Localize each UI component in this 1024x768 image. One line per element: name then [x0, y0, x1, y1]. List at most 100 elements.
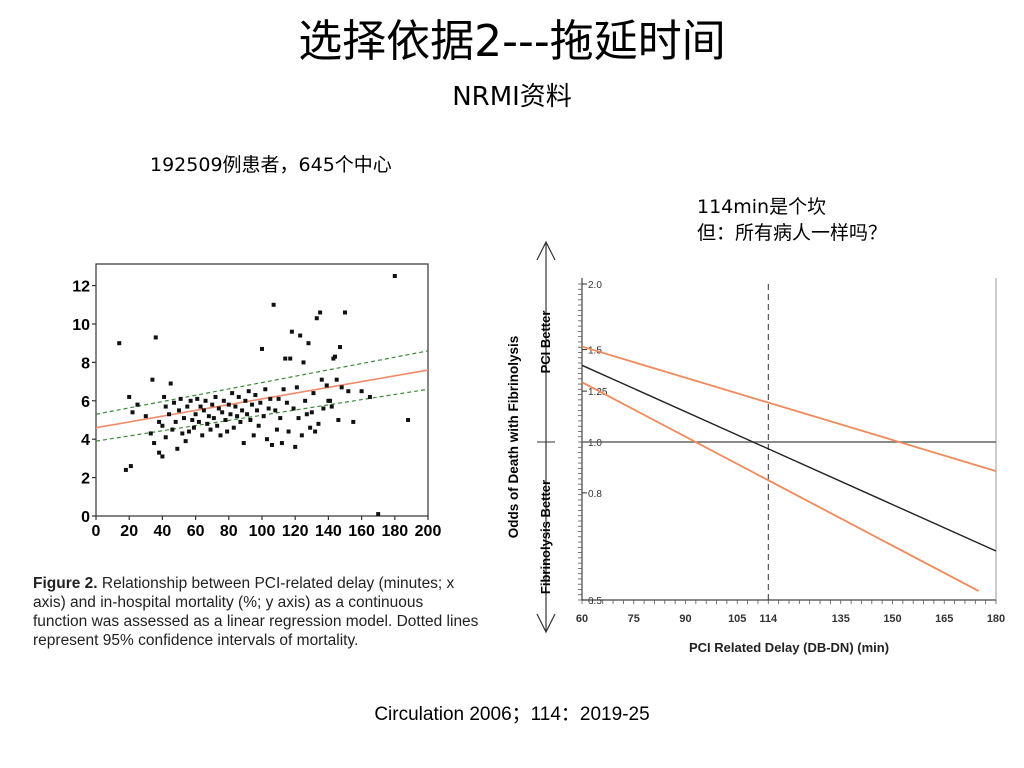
data-point [308, 425, 313, 430]
data-point [216, 406, 221, 411]
data-point [303, 398, 308, 403]
data-point [311, 391, 316, 396]
data-point [268, 396, 273, 401]
threshold-note-line1: 114min是个坎 [697, 196, 827, 218]
data-point [284, 400, 289, 405]
data-point [238, 419, 243, 424]
data-point [240, 408, 245, 413]
data-point [148, 431, 153, 436]
data-point [336, 418, 341, 422]
data-point [251, 433, 256, 438]
data-point [200, 433, 205, 438]
data-point [203, 398, 208, 403]
data-point [269, 442, 274, 447]
estimate-line [581, 364, 997, 552]
data-point [193, 412, 198, 417]
data-point [233, 404, 238, 409]
data-point [278, 416, 283, 421]
y-tick-label: 1.25 [588, 387, 608, 398]
x-axis-title: PCI Related Delay (DB-DN) (min) [689, 640, 889, 655]
y-tick-label: 0.5 [588, 596, 602, 607]
data-point [157, 419, 162, 424]
data-point [177, 408, 181, 413]
data-point [170, 427, 175, 432]
data-point [309, 410, 314, 415]
data-point [304, 412, 309, 417]
ci-upper-line [95, 350, 429, 415]
data-point [218, 433, 223, 438]
threshold-note: 114min是个坎 但：所有病人一样吗？ [697, 194, 887, 246]
data-point [255, 408, 260, 413]
x-tick-label: 180 [987, 613, 1005, 625]
plot-frame [95, 263, 429, 517]
data-point [299, 433, 304, 438]
data-point [195, 396, 200, 401]
y-tick-label: 1.0 [588, 438, 602, 449]
data-point [143, 414, 148, 419]
data-point [210, 402, 215, 407]
data-point [163, 404, 168, 409]
y-tick-label: 4 [81, 432, 90, 449]
data-point [223, 418, 228, 422]
data-point [359, 389, 364, 394]
data-point [333, 354, 338, 359]
direction-arrow [536, 240, 556, 634]
data-point [288, 356, 293, 361]
data-point [271, 302, 276, 307]
data-point [293, 444, 298, 449]
data-point [376, 512, 381, 517]
data-point [172, 400, 177, 405]
data-point [167, 412, 172, 417]
data-point [316, 421, 321, 426]
y-tick-label: 0.8 [588, 489, 602, 500]
data-point [279, 441, 284, 446]
data-point [406, 418, 411, 422]
y-tick-label: 10 [72, 317, 90, 334]
data-point [213, 394, 218, 399]
x-tick-label: 200 [415, 523, 442, 540]
data-point [181, 416, 186, 421]
data-point [226, 402, 231, 407]
upper-ci-line [581, 345, 997, 473]
odds-chart: 6075901051141351501651800.50.81.01.251.5… [506, 240, 1005, 655]
threshold-note-line2: 但：所有病人一样吗？ [697, 222, 888, 244]
caption-text: Relationship between PCI-related delay (… [33, 575, 479, 649]
data-point [228, 412, 233, 417]
data-point [185, 404, 190, 409]
pci-better-label: PCI Better [538, 311, 553, 374]
data-point [313, 429, 318, 434]
data-point [220, 410, 225, 415]
data-point [215, 423, 220, 428]
data-point [266, 406, 271, 411]
x-tick-label: 105 [728, 613, 746, 625]
data-point [188, 398, 193, 403]
x-tick-label: 75 [628, 613, 640, 625]
data-point [248, 418, 253, 422]
data-point [260, 346, 264, 351]
data-point [135, 402, 140, 407]
data-point [128, 464, 133, 469]
data-point [201, 408, 206, 413]
data-point [346, 389, 351, 394]
data-point [117, 341, 122, 346]
x-tick-label: 160 [348, 523, 375, 540]
x-tick-label: 135 [832, 613, 850, 625]
data-point [253, 393, 258, 398]
data-point [329, 404, 334, 409]
data-point [243, 398, 248, 403]
data-point [168, 381, 173, 386]
data-point [235, 414, 240, 419]
y-tick-label: 12 [72, 279, 90, 296]
y-axis-title: Odds of Death with Fibrinolysis [506, 336, 521, 539]
x-tick-label: 60 [576, 613, 588, 625]
data-point [392, 274, 397, 278]
data-point [160, 454, 165, 459]
data-point [314, 316, 319, 321]
caption-label: Figure 2. [33, 575, 98, 592]
slide-subtitle: NRMI资料 [452, 82, 572, 112]
fibrinolysis-better-label: Fibrinolysis Better [538, 480, 553, 594]
data-point [175, 446, 180, 451]
y-tick-label: 6 [81, 394, 90, 411]
x-tick-label: 0 [92, 523, 101, 540]
